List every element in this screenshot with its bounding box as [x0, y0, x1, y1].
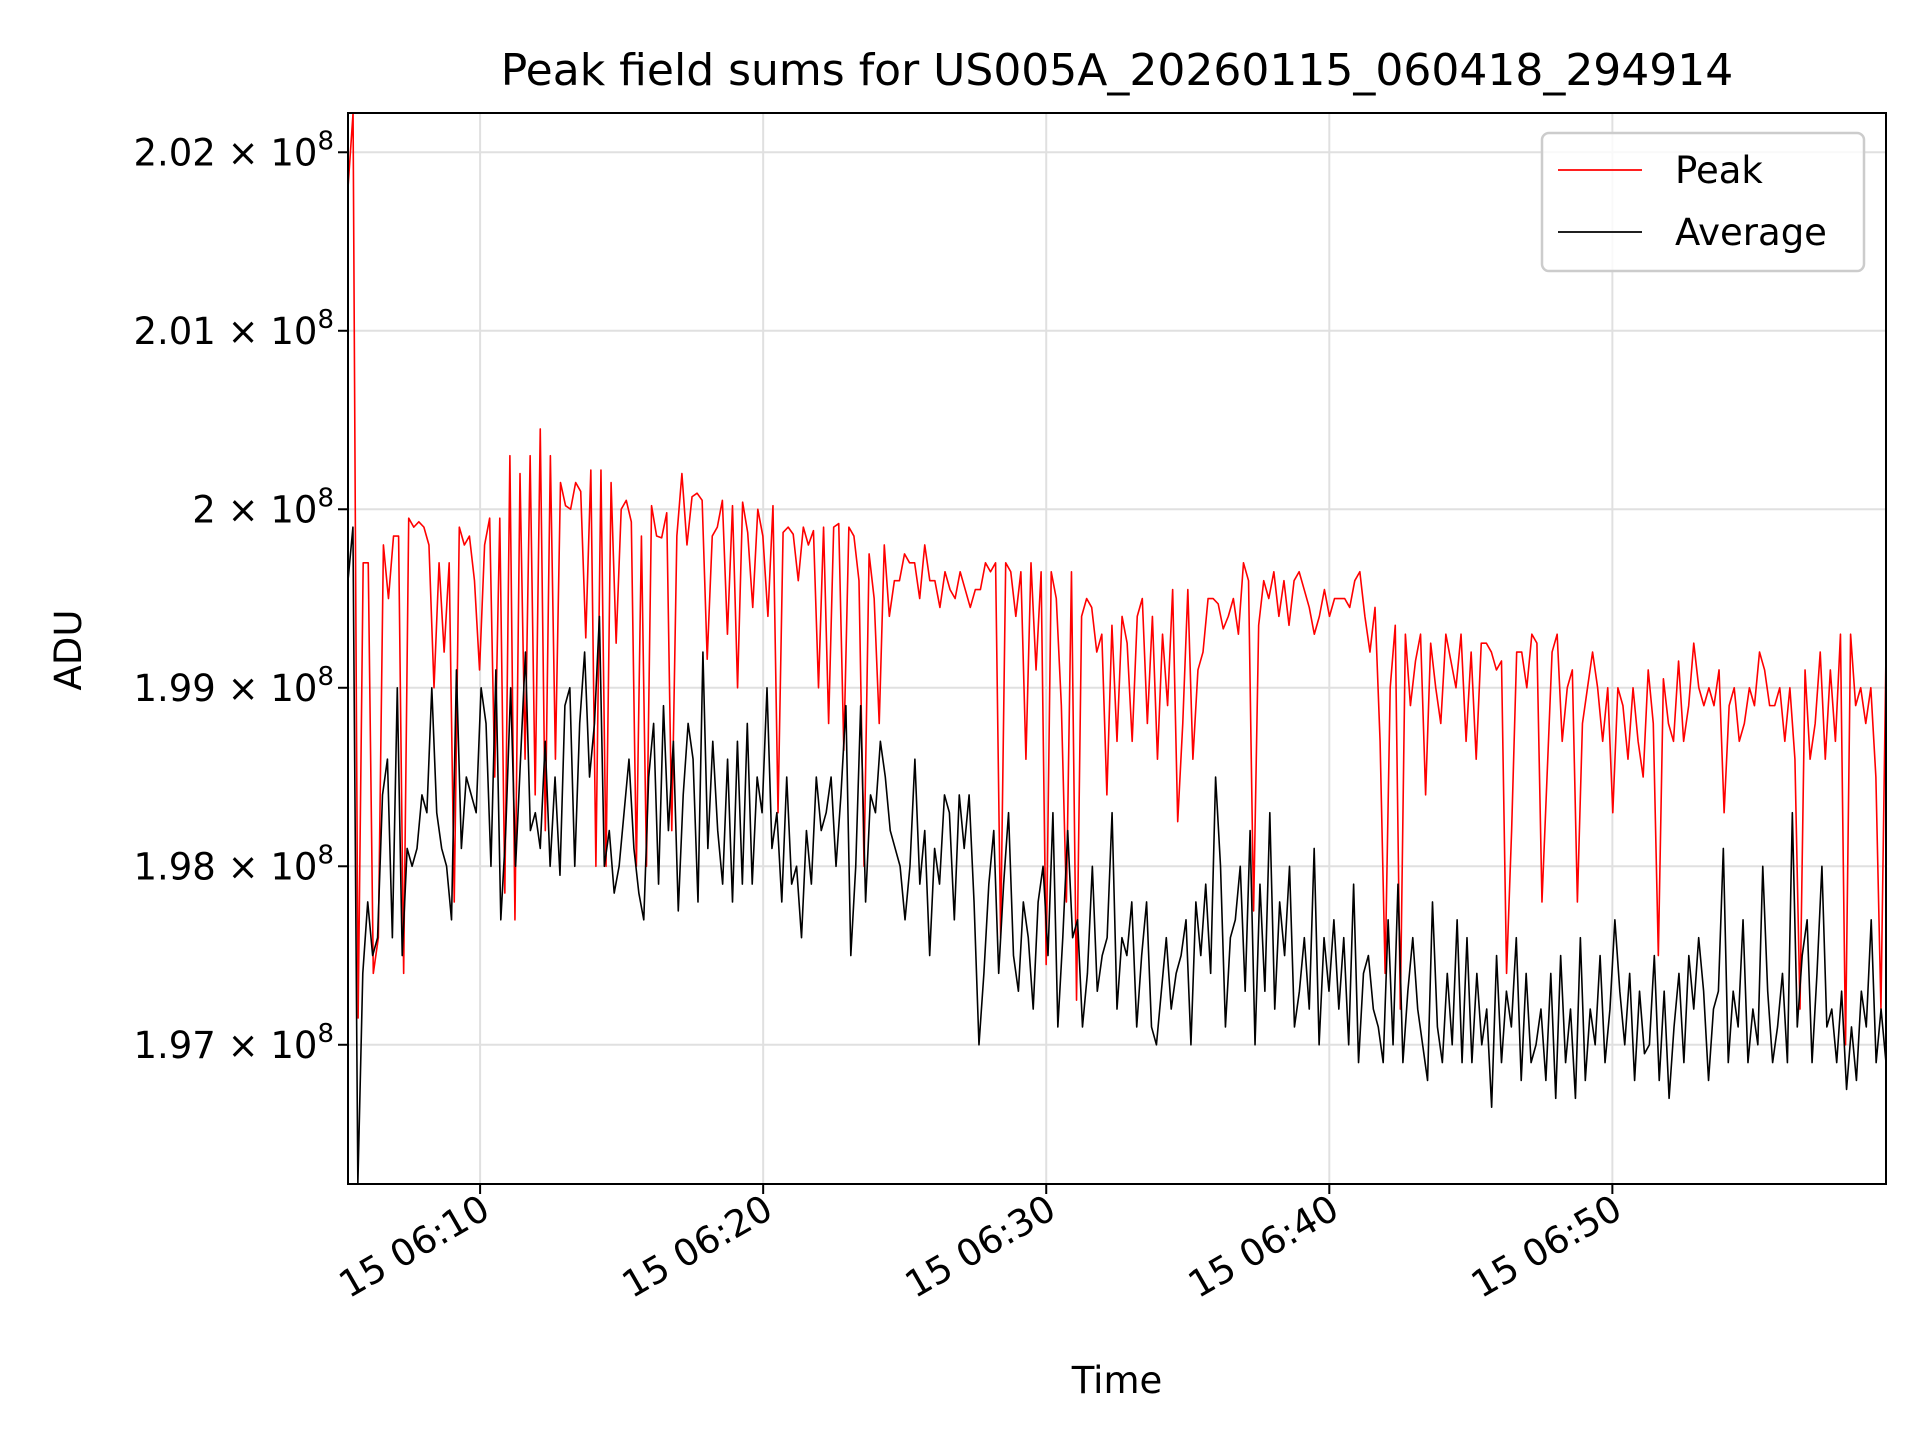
y-axis-label: ADU: [47, 610, 90, 691]
y-tick-label: 2 × 108: [192, 483, 334, 531]
series-line-average: [348, 526, 1886, 1184]
chart-title: Peak field sums for US005A_20260115_0604…: [501, 45, 1734, 96]
y-tick-label: 2.01 × 108: [133, 305, 334, 353]
x-axis-label: Time: [1071, 1359, 1163, 1402]
legend: Peak Average: [1540, 131, 1866, 273]
legend-label-peak: Peak: [1675, 149, 1763, 192]
y-tick-label: 2.02 × 108: [133, 126, 334, 174]
y-tick-label: 1.98 × 108: [133, 840, 334, 888]
plot-area-frame: [347, 112, 1887, 1185]
legend-label-average: Average: [1675, 211, 1827, 254]
y-tick-label: 1.97 × 108: [133, 1019, 334, 1067]
series-layer: [348, 113, 1886, 1184]
y-tick-label: 1.99 × 108: [133, 662, 334, 710]
legend-box: [1540, 131, 1866, 273]
series-line-peak: [348, 113, 1886, 1046]
